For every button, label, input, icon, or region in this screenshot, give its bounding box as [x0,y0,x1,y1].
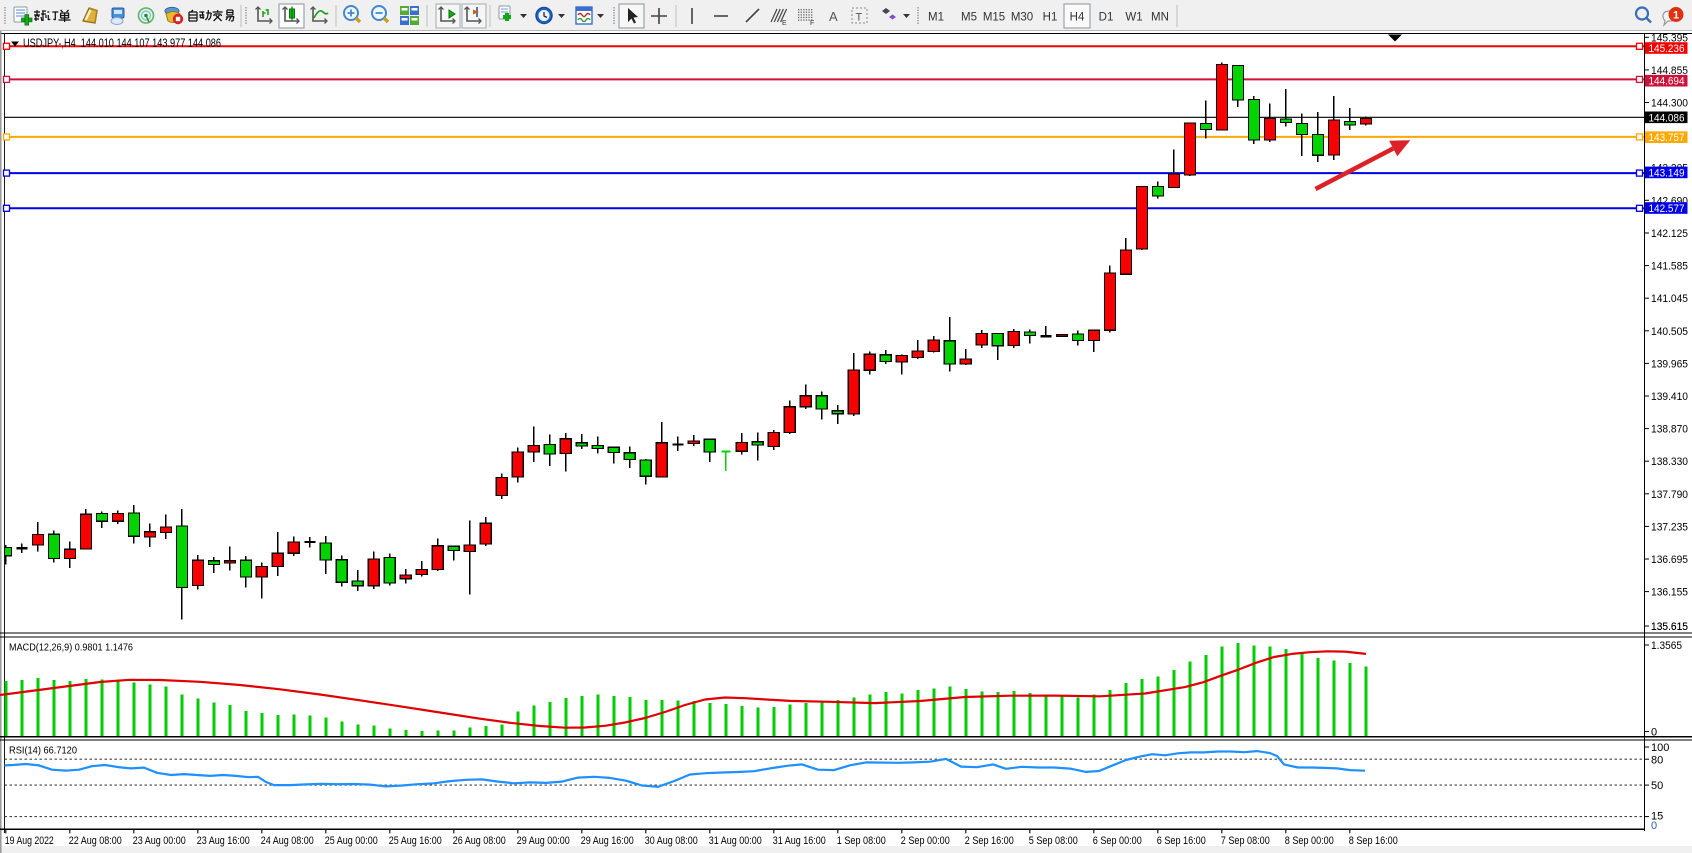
svg-text:138.870: 138.870 [1651,424,1688,436]
svg-text:141.045: 141.045 [1651,293,1688,305]
svg-text:22 Aug 08:00: 22 Aug 08:00 [69,835,122,847]
svg-text:140.505: 140.505 [1651,326,1688,338]
svg-text:24 Aug 08:00: 24 Aug 08:00 [261,835,314,847]
svg-text:M15: M15 [983,12,1005,24]
svg-text:31 Aug 16:00: 31 Aug 16:00 [773,835,826,847]
svg-text:8 Sep 00:00: 8 Sep 00:00 [1285,835,1334,847]
svg-text:H1: H1 [1043,12,1058,24]
svg-text:136.155: 136.155 [1651,587,1688,599]
svg-text:23 Aug 16:00: 23 Aug 16:00 [197,835,250,847]
svg-text:RSI(14) 66.7120: RSI(14) 66.7120 [9,745,77,757]
svg-text:135.615: 135.615 [1651,621,1688,633]
svg-text:25 Aug 00:00: 25 Aug 00:00 [325,835,378,847]
svg-text:139.410: 139.410 [1651,391,1688,403]
svg-text:143.149: 143.149 [1649,167,1685,179]
svg-text:29 Aug 00:00: 29 Aug 00:00 [517,835,570,847]
svg-text:6 Sep 00:00: 6 Sep 00:00 [1093,835,1142,847]
svg-text:29 Aug 16:00: 29 Aug 16:00 [581,835,634,847]
svg-text:6 Sep 16:00: 6 Sep 16:00 [1157,835,1206,847]
svg-text:2 Sep 00:00: 2 Sep 00:00 [901,835,950,847]
svg-text:142.577: 142.577 [1649,203,1685,215]
svg-text:144.300: 144.300 [1651,98,1688,110]
svg-text:1 Sep 08:00: 1 Sep 08:00 [837,835,886,847]
svg-text:A: A [829,9,838,24]
svg-text:USDJPY-,H4 144.010 144.107 14: USDJPY-,H4 144.010 144.107 143.977 144.0… [23,38,221,50]
svg-text:137.790: 137.790 [1651,489,1688,501]
svg-text:D1: D1 [1099,12,1114,24]
svg-text:31 Aug 00:00: 31 Aug 00:00 [709,835,762,847]
svg-text:25 Aug 16:00: 25 Aug 16:00 [389,835,442,847]
svg-text:139.965: 139.965 [1651,358,1688,370]
svg-text:8 Sep 16:00: 8 Sep 16:00 [1349,835,1398,847]
svg-text:T: T [856,12,863,24]
svg-text:144.855: 144.855 [1651,65,1688,77]
svg-text:144.694: 144.694 [1649,76,1685,88]
svg-text:145.236: 145.236 [1649,43,1685,55]
svg-text:145.395: 145.395 [1651,32,1688,44]
svg-text:1: 1 [1673,10,1679,22]
svg-text:15: 15 [1651,811,1663,823]
svg-text:143.757: 143.757 [1649,132,1685,144]
svg-text:138.330: 138.330 [1651,456,1688,468]
svg-text:26 Aug 08:00: 26 Aug 08:00 [453,835,506,847]
svg-text:30 Aug 08:00: 30 Aug 08:00 [645,835,698,847]
svg-text:W1: W1 [1125,12,1142,24]
svg-text:141.585: 141.585 [1651,261,1688,273]
svg-text:136.695: 136.695 [1651,554,1688,566]
svg-text:F: F [810,20,814,27]
svg-text:0: 0 [1651,820,1657,832]
svg-text:80: 80 [1651,755,1663,767]
svg-text:MACD(12,26,9) 0.9801 1.1476: MACD(12,26,9) 0.9801 1.1476 [9,642,133,654]
svg-text:5 Sep 08:00: 5 Sep 08:00 [1029,835,1078,847]
svg-text:23 Aug 00:00: 23 Aug 00:00 [133,835,186,847]
svg-text:M1: M1 [928,12,944,24]
svg-text:7 Sep 08:00: 7 Sep 08:00 [1221,835,1270,847]
svg-text:144.086: 144.086 [1649,112,1685,124]
svg-text:M5: M5 [961,12,977,24]
svg-text:1.3565: 1.3565 [1651,640,1682,652]
svg-text:100: 100 [1651,742,1669,754]
svg-text:MN: MN [1151,12,1169,24]
svg-text:50: 50 [1651,780,1663,792]
svg-text:135.615: 135.615 [1651,621,1688,633]
svg-text:142.125: 142.125 [1651,228,1688,240]
svg-text:2 Sep 16:00: 2 Sep 16:00 [965,835,1014,847]
svg-text:H4: H4 [1070,12,1085,24]
svg-text:M30: M30 [1011,12,1033,24]
svg-text:E: E [782,20,787,27]
svg-text:137.235: 137.235 [1651,521,1688,533]
svg-text:19 Aug 2022: 19 Aug 2022 [5,835,54,847]
svg-text:0: 0 [1651,727,1657,739]
